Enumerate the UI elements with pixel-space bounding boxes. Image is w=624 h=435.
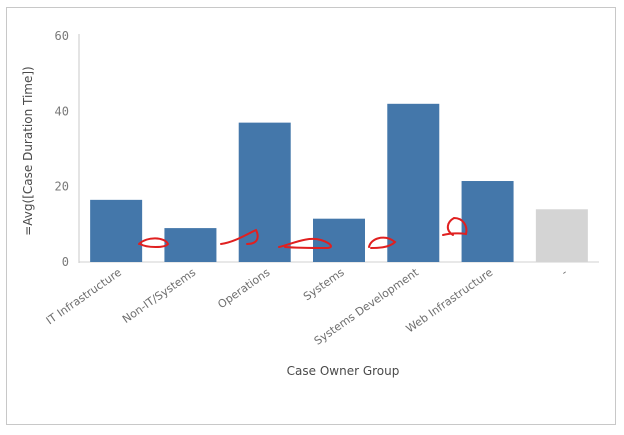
bar[interactable] — [90, 199, 143, 262]
bars — [90, 103, 588, 262]
scribble-mark — [220, 228, 259, 245]
y-tick-label: 40 — [55, 104, 69, 118]
x-tick-label: IT Infrastructure — [44, 266, 124, 328]
x-tick-label: Systems — [301, 266, 347, 304]
x-tick-label: - — [559, 266, 570, 279]
y-tick-labels: 0 20 40 60 — [55, 29, 69, 269]
scribble-mark — [368, 236, 397, 249]
x-tick-label: Operations — [215, 266, 272, 311]
scribble-mark — [442, 216, 468, 236]
bar[interactable] — [164, 228, 217, 262]
scribble-mark — [278, 237, 332, 250]
bar[interactable] — [461, 181, 514, 262]
bar[interactable] — [238, 122, 291, 262]
x-tick-label: Non-IT/Systems — [120, 266, 198, 326]
red-scribble-annotations — [138, 216, 468, 250]
y-tick-label: 0 — [62, 255, 69, 269]
bar[interactable] — [387, 103, 440, 262]
chart-frame: 0 20 40 60 IT Infrastructure Non-IT/Systems O… — [6, 7, 616, 425]
bar[interactable] — [535, 209, 588, 262]
x-axis-title: Case Owner Group — [287, 364, 400, 378]
y-axis-title: =Avg([Case Duration Time]) — [21, 66, 35, 236]
scribble-mark — [138, 237, 170, 248]
y-tick-label: 60 — [55, 29, 69, 43]
y-tick-label: 20 — [55, 180, 69, 194]
